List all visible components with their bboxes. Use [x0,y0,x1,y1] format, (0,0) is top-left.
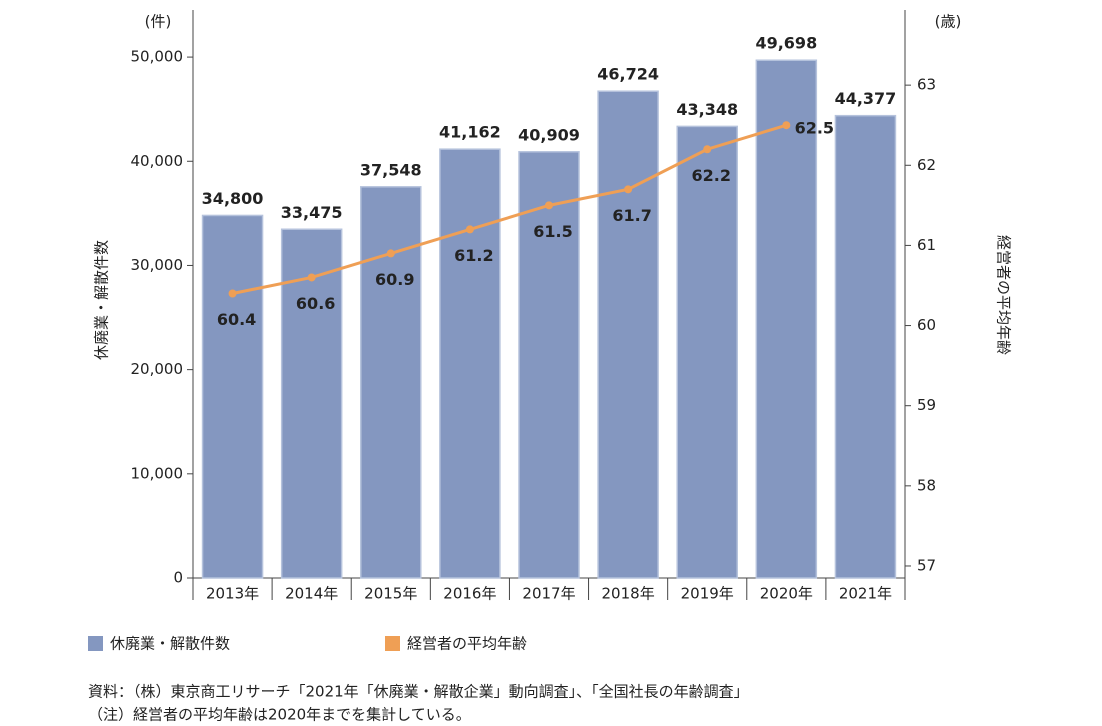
bar-value-label: 34,800 [202,189,264,208]
bar [518,151,580,579]
x-tick-label: 2019年 [681,585,734,603]
bar [834,114,897,579]
line-point [545,201,553,210]
line-value-label: 62.2 [691,166,730,185]
x-tick-label: 2015年 [364,585,417,603]
line-point [703,145,712,154]
y-tick-label: 30,000 [131,256,184,274]
x-tick-label: 2021年 [839,585,892,603]
x-tick-label: 2017年 [522,585,575,603]
line-value-label: 61.5 [533,222,572,241]
y-tick-label: 20,000 [131,360,184,378]
x-tick-label: 2020年 [760,585,813,603]
line-value-label: 60.6 [296,294,335,313]
y2-tick-label: 63 [917,76,936,94]
line-value-label: 60.9 [375,270,414,289]
y2-tick-label: 59 [917,396,936,414]
x-tick-label: 2016年 [443,585,496,603]
bar [755,59,818,579]
line-point [782,121,791,130]
legend-swatch [88,636,103,651]
bar [439,148,501,579]
bar-value-label: 37,548 [360,160,422,179]
y-tick-label: 10,000 [131,464,184,482]
bar [280,228,343,579]
y-unit: (件) [145,13,172,31]
line-point [624,185,633,194]
y2-tick-label: 58 [917,476,936,494]
x-tick-label: 2013年 [206,585,259,603]
legend-swatch [385,636,400,651]
bar [676,125,738,579]
bar-value-label: 41,162 [439,123,501,142]
line-value-label: 61.7 [612,206,651,225]
line-value-label: 62.5 [795,119,834,138]
bar [597,90,659,579]
line-point [465,225,474,234]
bar-value-label: 49,698 [755,34,817,53]
bar-value-label: 43,348 [676,100,738,119]
bar-value-label: 46,724 [597,65,659,84]
bar-value-label: 33,475 [281,203,343,222]
y-axis-title: 休廃業・解散件数 [93,240,111,360]
y-tick-label: 50,000 [131,48,184,66]
bar [201,214,264,579]
y2-unit: (歳) [935,13,962,31]
line-point [307,273,316,282]
bar-value-label: 44,377 [835,89,897,108]
y2-tick-label: 57 [917,556,936,574]
line-point [228,289,237,298]
y2-tick-label: 61 [917,236,936,254]
y-tick-label: 0 [173,569,183,587]
x-tick-label: 2018年 [602,585,655,603]
y-tick-label: 40,000 [131,152,184,170]
line [232,123,787,295]
source-note: 資料：（株）東京商工リサーチ「2021年「休廃業・解散企業」動向調査」、「全国社… [88,683,749,701]
legend-label: 休廃業・解散件数 [110,635,230,653]
x-tick-label: 2014年 [285,585,338,603]
legend-label: 経営者の平均年齢 [407,635,527,653]
y2-tick-label: 62 [917,156,936,174]
line-value-label: 61.2 [454,246,493,265]
line-point [386,249,395,258]
y2-axis-title: 経営者の平均年齢 [995,235,1013,355]
y2-tick-label: 60 [917,316,936,334]
footnote: （注）経営者の平均年齢は2020年までを集計している。 [88,706,471,724]
line-value-label: 60.4 [217,310,256,329]
bar-value-label: 40,909 [518,125,580,144]
